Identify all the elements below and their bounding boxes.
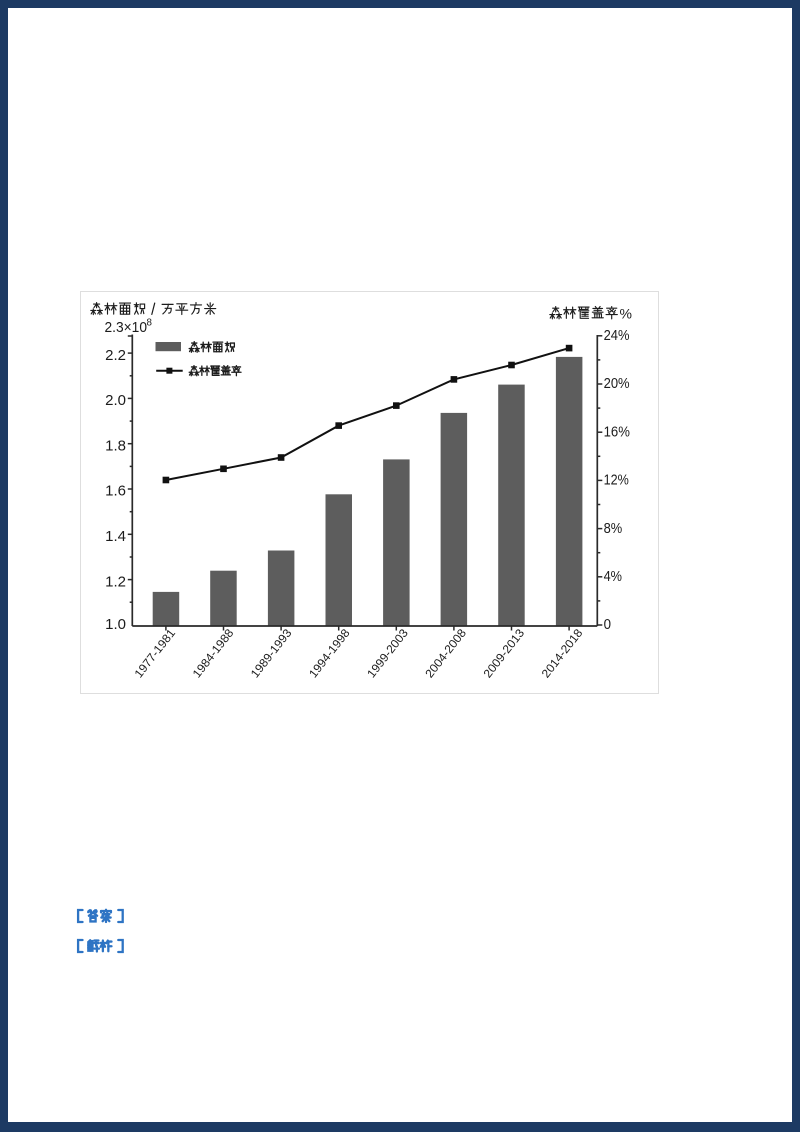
svg-text:2.3×10: 2.3×10 [105, 319, 148, 336]
svg-text:%: % [620, 306, 632, 322]
svg-text:1.6: 1.6 [105, 483, 126, 500]
svg-text:24%: 24% [604, 327, 630, 344]
svg-text:16%: 16% [604, 423, 630, 440]
svg-text:12%: 12% [604, 472, 629, 489]
svg-text:1.8: 1.8 [105, 437, 126, 454]
svg-text:8%: 8% [604, 520, 623, 537]
svg-text:20%: 20% [604, 375, 630, 392]
svg-text:8: 8 [147, 318, 153, 329]
svg-text:0: 0 [604, 616, 611, 633]
svg-text:1.2: 1.2 [105, 573, 126, 590]
svg-text:4%: 4% [604, 568, 622, 585]
svg-text:1.0: 1.0 [105, 616, 126, 633]
svg-text:1.4: 1.4 [105, 528, 126, 545]
svg-text:2.0: 2.0 [105, 392, 126, 409]
svg-text:2.2: 2.2 [105, 347, 126, 364]
